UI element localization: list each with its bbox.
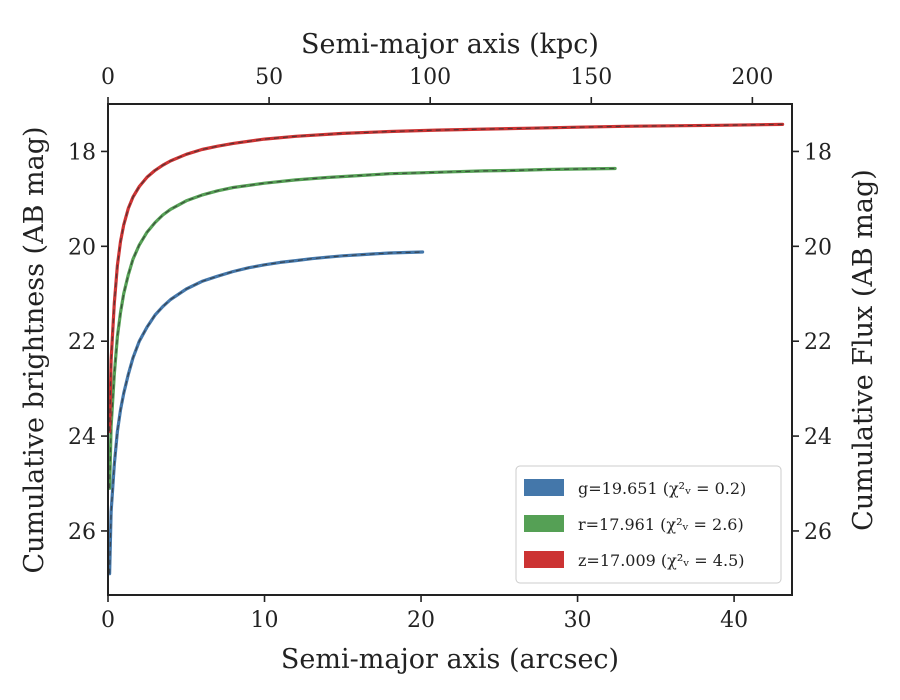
y-axis-title: Cumulative brightness (AB mag) [19,126,50,573]
series-line-g [107,250,425,576]
right-y-tick-label: 18 [804,140,832,165]
x-tick-label: 10 [251,608,279,633]
top-x-axis: 0 50 100 150 200 [101,65,773,104]
legend-box [515,465,782,584]
legend-swatch-g [524,479,564,496]
x-axis-title: Semi-major axis (arcsec) [281,644,619,675]
right-y-tick-label: 22 [804,330,832,355]
y-tick-label: 20 [68,235,96,260]
right-y-tick-label: 24 [804,425,832,450]
top-x-tick-label: 50 [255,65,283,90]
series-model-line-z [109,123,783,432]
series-model-line-g [109,251,423,574]
top-x-tick-label: 0 [101,65,115,90]
right-y-axis-title: Cumulative Flux (AB mag) [848,169,879,531]
y-tick-label: 26 [68,520,96,545]
series-line-r [107,166,617,490]
x-tick-label: 40 [720,608,748,633]
x-tick-label: 20 [407,608,435,633]
bottom-x-axis: 0 10 20 30 40 [101,595,748,633]
legend-swatch-r [524,515,564,532]
series-model-line-r [109,167,616,489]
y-tick-label: 24 [68,425,96,450]
legend-label-r: r=17.961 (χ²ᵥ = 2.6) [578,515,744,534]
y-tick-label: 18 [68,140,96,165]
right-y-tick-label: 26 [804,520,832,545]
right-y-tick-label: 20 [804,235,832,260]
y-tick-label: 22 [68,330,96,355]
legend-label-z: z=17.009 (χ²ᵥ = 4.5) [578,551,744,570]
legend-label-g: g=19.651 (χ²ᵥ = 0.2) [578,479,746,498]
legend-swatch-z [524,551,564,568]
x-tick-label: 0 [101,608,115,633]
top-x-axis-title: Semi-major axis (kpc) [301,29,599,60]
plot-frame [107,103,793,596]
top-x-tick-label: 200 [731,65,773,90]
top-x-tick-label: 150 [570,65,612,90]
plot-content [107,122,785,576]
top-x-tick-label: 100 [409,65,451,90]
x-tick-label: 30 [564,608,592,633]
legend: g=19.651 (χ²ᵥ = 0.2) r=17.961 (χ²ᵥ = 2.6)… [515,465,782,584]
left-y-axis: 18 20 22 24 26 [68,140,108,545]
right-y-axis: 18 20 22 24 26 [792,140,832,545]
